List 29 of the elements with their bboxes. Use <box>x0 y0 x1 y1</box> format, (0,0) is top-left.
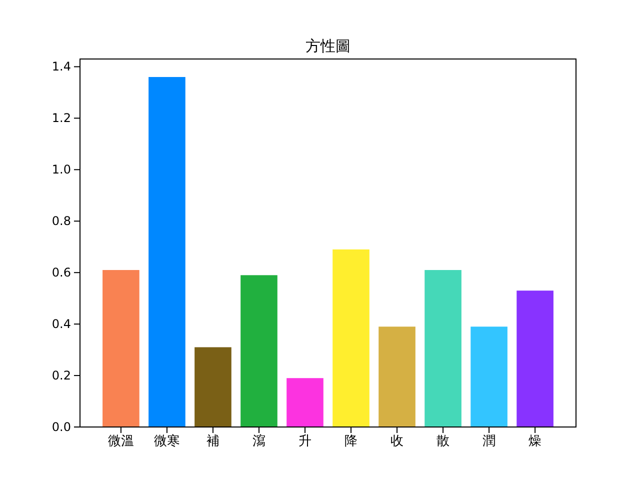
x-tick-label: 燥 <box>528 434 542 450</box>
y-tick-label: 0.2 <box>52 368 71 382</box>
bar <box>470 326 508 427</box>
y-tick-label: 1.4 <box>52 60 71 74</box>
y-tick-label: 1.2 <box>52 111 71 126</box>
x-tick-label: 微溫 <box>108 434 134 450</box>
x-tick-label: 微寒 <box>154 433 180 450</box>
x-tick-label: 散 <box>436 434 450 450</box>
bar <box>148 77 186 427</box>
x-tick-label: 補 <box>206 434 220 450</box>
y-tick-label: 1.0 <box>52 162 71 176</box>
y-tick-label: 0.6 <box>52 265 71 280</box>
bar <box>424 270 462 427</box>
bar <box>240 275 278 427</box>
bar <box>516 290 554 427</box>
x-tick-label: 潤 <box>482 434 496 450</box>
chart-title: 方性圖 <box>306 37 350 55</box>
x-tick-label: 瀉 <box>252 434 266 450</box>
x-tick-label: 收 <box>390 434 404 450</box>
bar <box>378 326 416 427</box>
bar <box>102 270 140 427</box>
bar <box>332 249 370 427</box>
bar <box>194 347 232 427</box>
y-tick-label: 0.4 <box>52 316 71 331</box>
x-tick-label: 升 <box>298 434 312 450</box>
x-tick-label: 降 <box>344 434 358 450</box>
bar <box>286 378 324 427</box>
y-tick-label: 0.8 <box>52 214 71 228</box>
y-tick-label: 0.0 <box>52 420 71 434</box>
